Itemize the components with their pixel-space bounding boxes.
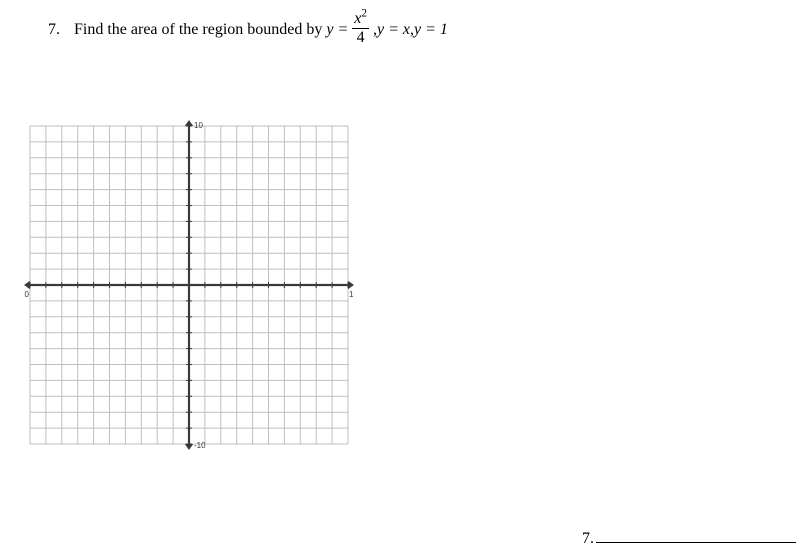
eq1-lhs: y = [326,21,348,39]
answer-line: 7. [582,526,796,548]
frac-num-exp: 2 [361,8,367,20]
answer-label: 7. [582,530,594,548]
fraction: x2 4 [352,10,369,46]
svg-text:-10: -10 [194,441,206,450]
svg-text:10: 10 [349,290,354,299]
coordinate-grid: 10 -10 10 -10 [24,120,354,450]
svg-text:10: 10 [194,121,203,130]
eq2: y = x [377,21,410,39]
svg-text:-10: -10 [24,290,30,299]
graph-container: 10 -10 10 -10 [24,120,354,455]
fraction-den: 4 [352,29,369,47]
answer-blank[interactable] [596,526,796,543]
fraction-num: x2 [352,10,369,29]
question-number: 7. [48,21,60,39]
question-line: 7. Find the area of the region bounded b… [48,12,448,48]
eq3: y = 1 [414,21,448,39]
question-prefix: Find the area of the region bounded by [74,21,322,39]
